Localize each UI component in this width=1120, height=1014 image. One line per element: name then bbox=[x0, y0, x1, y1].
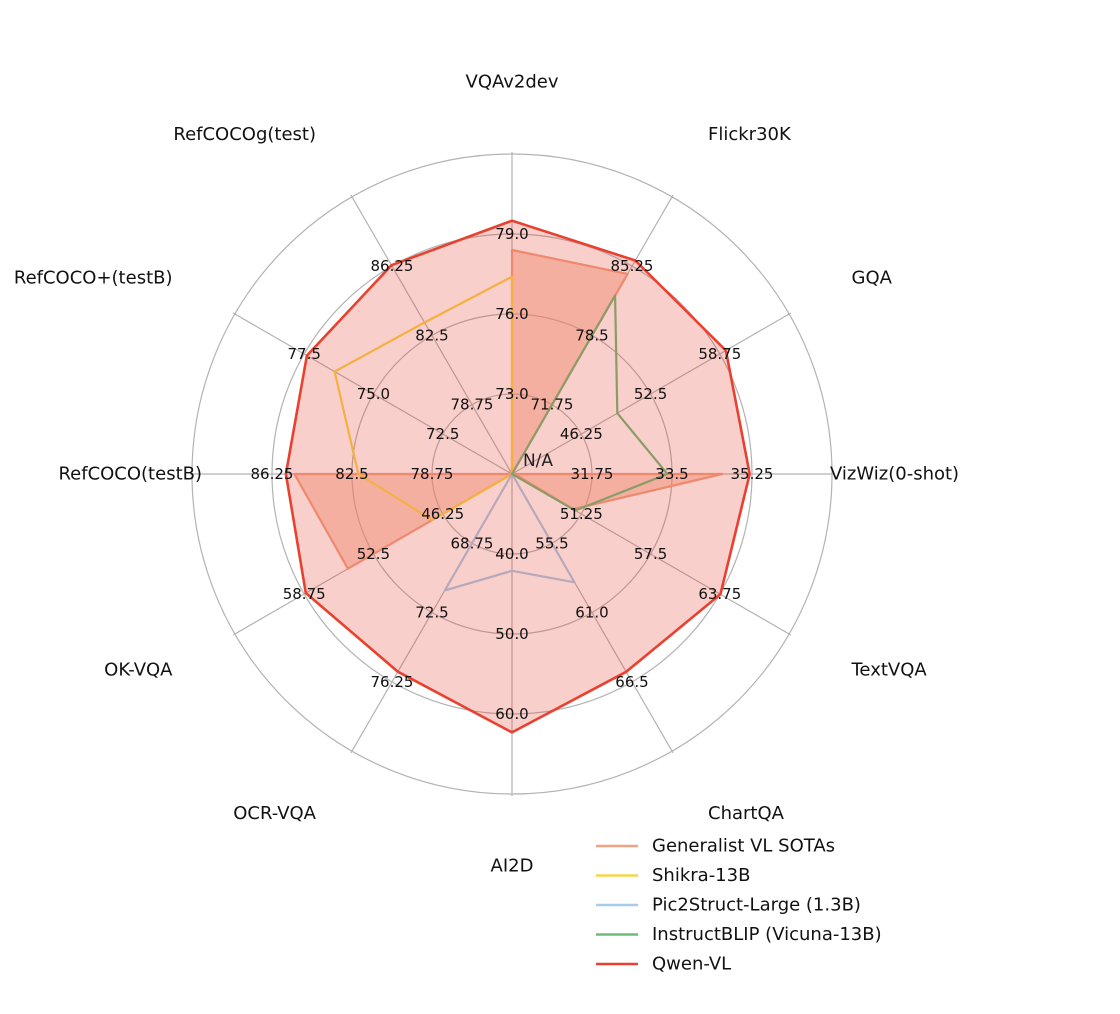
axis-label: Flickr30K bbox=[708, 124, 792, 145]
axis-label: TextVQA bbox=[851, 660, 928, 681]
tick-label: 86.25 bbox=[371, 257, 414, 275]
axis-label: GQA bbox=[852, 268, 893, 289]
tick-label: 46.25 bbox=[560, 425, 603, 443]
legend-label: Qwen-VL bbox=[652, 954, 731, 975]
tick-label: 66.5 bbox=[615, 673, 648, 691]
tick-label: 78.75 bbox=[451, 396, 494, 414]
series-instructblip-vicuna-13b bbox=[510, 294, 669, 512]
tick-label: 63.75 bbox=[698, 585, 741, 603]
axis-label: ChartQA bbox=[708, 803, 785, 824]
tick-label: 82.5 bbox=[335, 465, 368, 483]
tick-label: 60.0 bbox=[495, 705, 528, 723]
tick-label: 35.25 bbox=[731, 465, 774, 483]
tick-label: 82.5 bbox=[415, 326, 448, 344]
tick-label: 40.0 bbox=[495, 545, 528, 563]
series-layer bbox=[284, 219, 752, 734]
tick-label: 33.5 bbox=[655, 465, 688, 483]
series-pic2struct-large-1-3b bbox=[443, 472, 576, 592]
grid-spoke bbox=[350, 194, 513, 475]
tick-label: 78.75 bbox=[411, 465, 454, 483]
tick-label: 50.0 bbox=[495, 625, 528, 643]
tick-label: 58.75 bbox=[283, 585, 326, 603]
tick-label: 86.25 bbox=[251, 465, 294, 483]
axis-label: RefCOCO(testB) bbox=[58, 464, 202, 485]
center-label: N/A bbox=[523, 451, 553, 471]
tick-label: 52.5 bbox=[357, 545, 390, 563]
tick-label: 71.75 bbox=[531, 396, 574, 414]
legend-label: Shikra-13B bbox=[652, 865, 750, 886]
axis-label: OCR-VQA bbox=[233, 803, 316, 824]
tick-label: 46.25 bbox=[421, 505, 464, 523]
axis-label: RefCOCOg(test) bbox=[173, 124, 316, 145]
tick-label: 72.5 bbox=[426, 425, 459, 443]
tick-label: 52.5 bbox=[634, 385, 667, 403]
tick-label: 77.5 bbox=[287, 345, 320, 363]
tick-label: 55.5 bbox=[535, 534, 568, 552]
tick-label: 73.0 bbox=[495, 385, 528, 403]
axis-label: VizWiz(0-shot) bbox=[830, 464, 959, 485]
tick-label: 79.0 bbox=[495, 225, 528, 243]
tick-label: 85.25 bbox=[611, 257, 654, 275]
tick-label: 68.75 bbox=[451, 534, 494, 552]
tick-label: 75.0 bbox=[357, 385, 390, 403]
grid-spoke bbox=[232, 312, 513, 475]
tick-label: 31.75 bbox=[571, 465, 614, 483]
tick-label: 76.0 bbox=[495, 305, 528, 323]
tick-label: 72.5 bbox=[415, 604, 448, 622]
legend: Generalist VL SOTAs Shikra-13B Pic2Struct-… bbox=[596, 836, 882, 975]
tick-label: 58.75 bbox=[698, 345, 741, 363]
series-qwen-vl bbox=[284, 219, 752, 734]
tick-label: 57.5 bbox=[634, 545, 667, 563]
grid-spoke bbox=[511, 312, 792, 475]
legend-label: Generalist VL SOTAs bbox=[652, 836, 835, 857]
axis-label: VQAv2dev bbox=[466, 72, 559, 93]
tick-label: 78.5 bbox=[575, 326, 608, 344]
tick-label: 76.25 bbox=[371, 673, 414, 691]
legend-label: InstructBLIP (Vicuna-13B) bbox=[652, 924, 882, 945]
tick-label: 51.25 bbox=[560, 505, 603, 523]
tick-label: 61.0 bbox=[575, 604, 608, 622]
label-layer: 73.0 76.0 79.0 71.75 78.5 85.25 46.25 52.5 58.75… bbox=[14, 72, 959, 877]
legend-label: Pic2Struct-Large (1.3B) bbox=[652, 895, 861, 916]
axis-label: OK-VQA bbox=[104, 660, 173, 681]
axis-label: AI2D bbox=[491, 856, 534, 877]
axis-label: RefCOCO+(testB) bbox=[14, 268, 173, 289]
